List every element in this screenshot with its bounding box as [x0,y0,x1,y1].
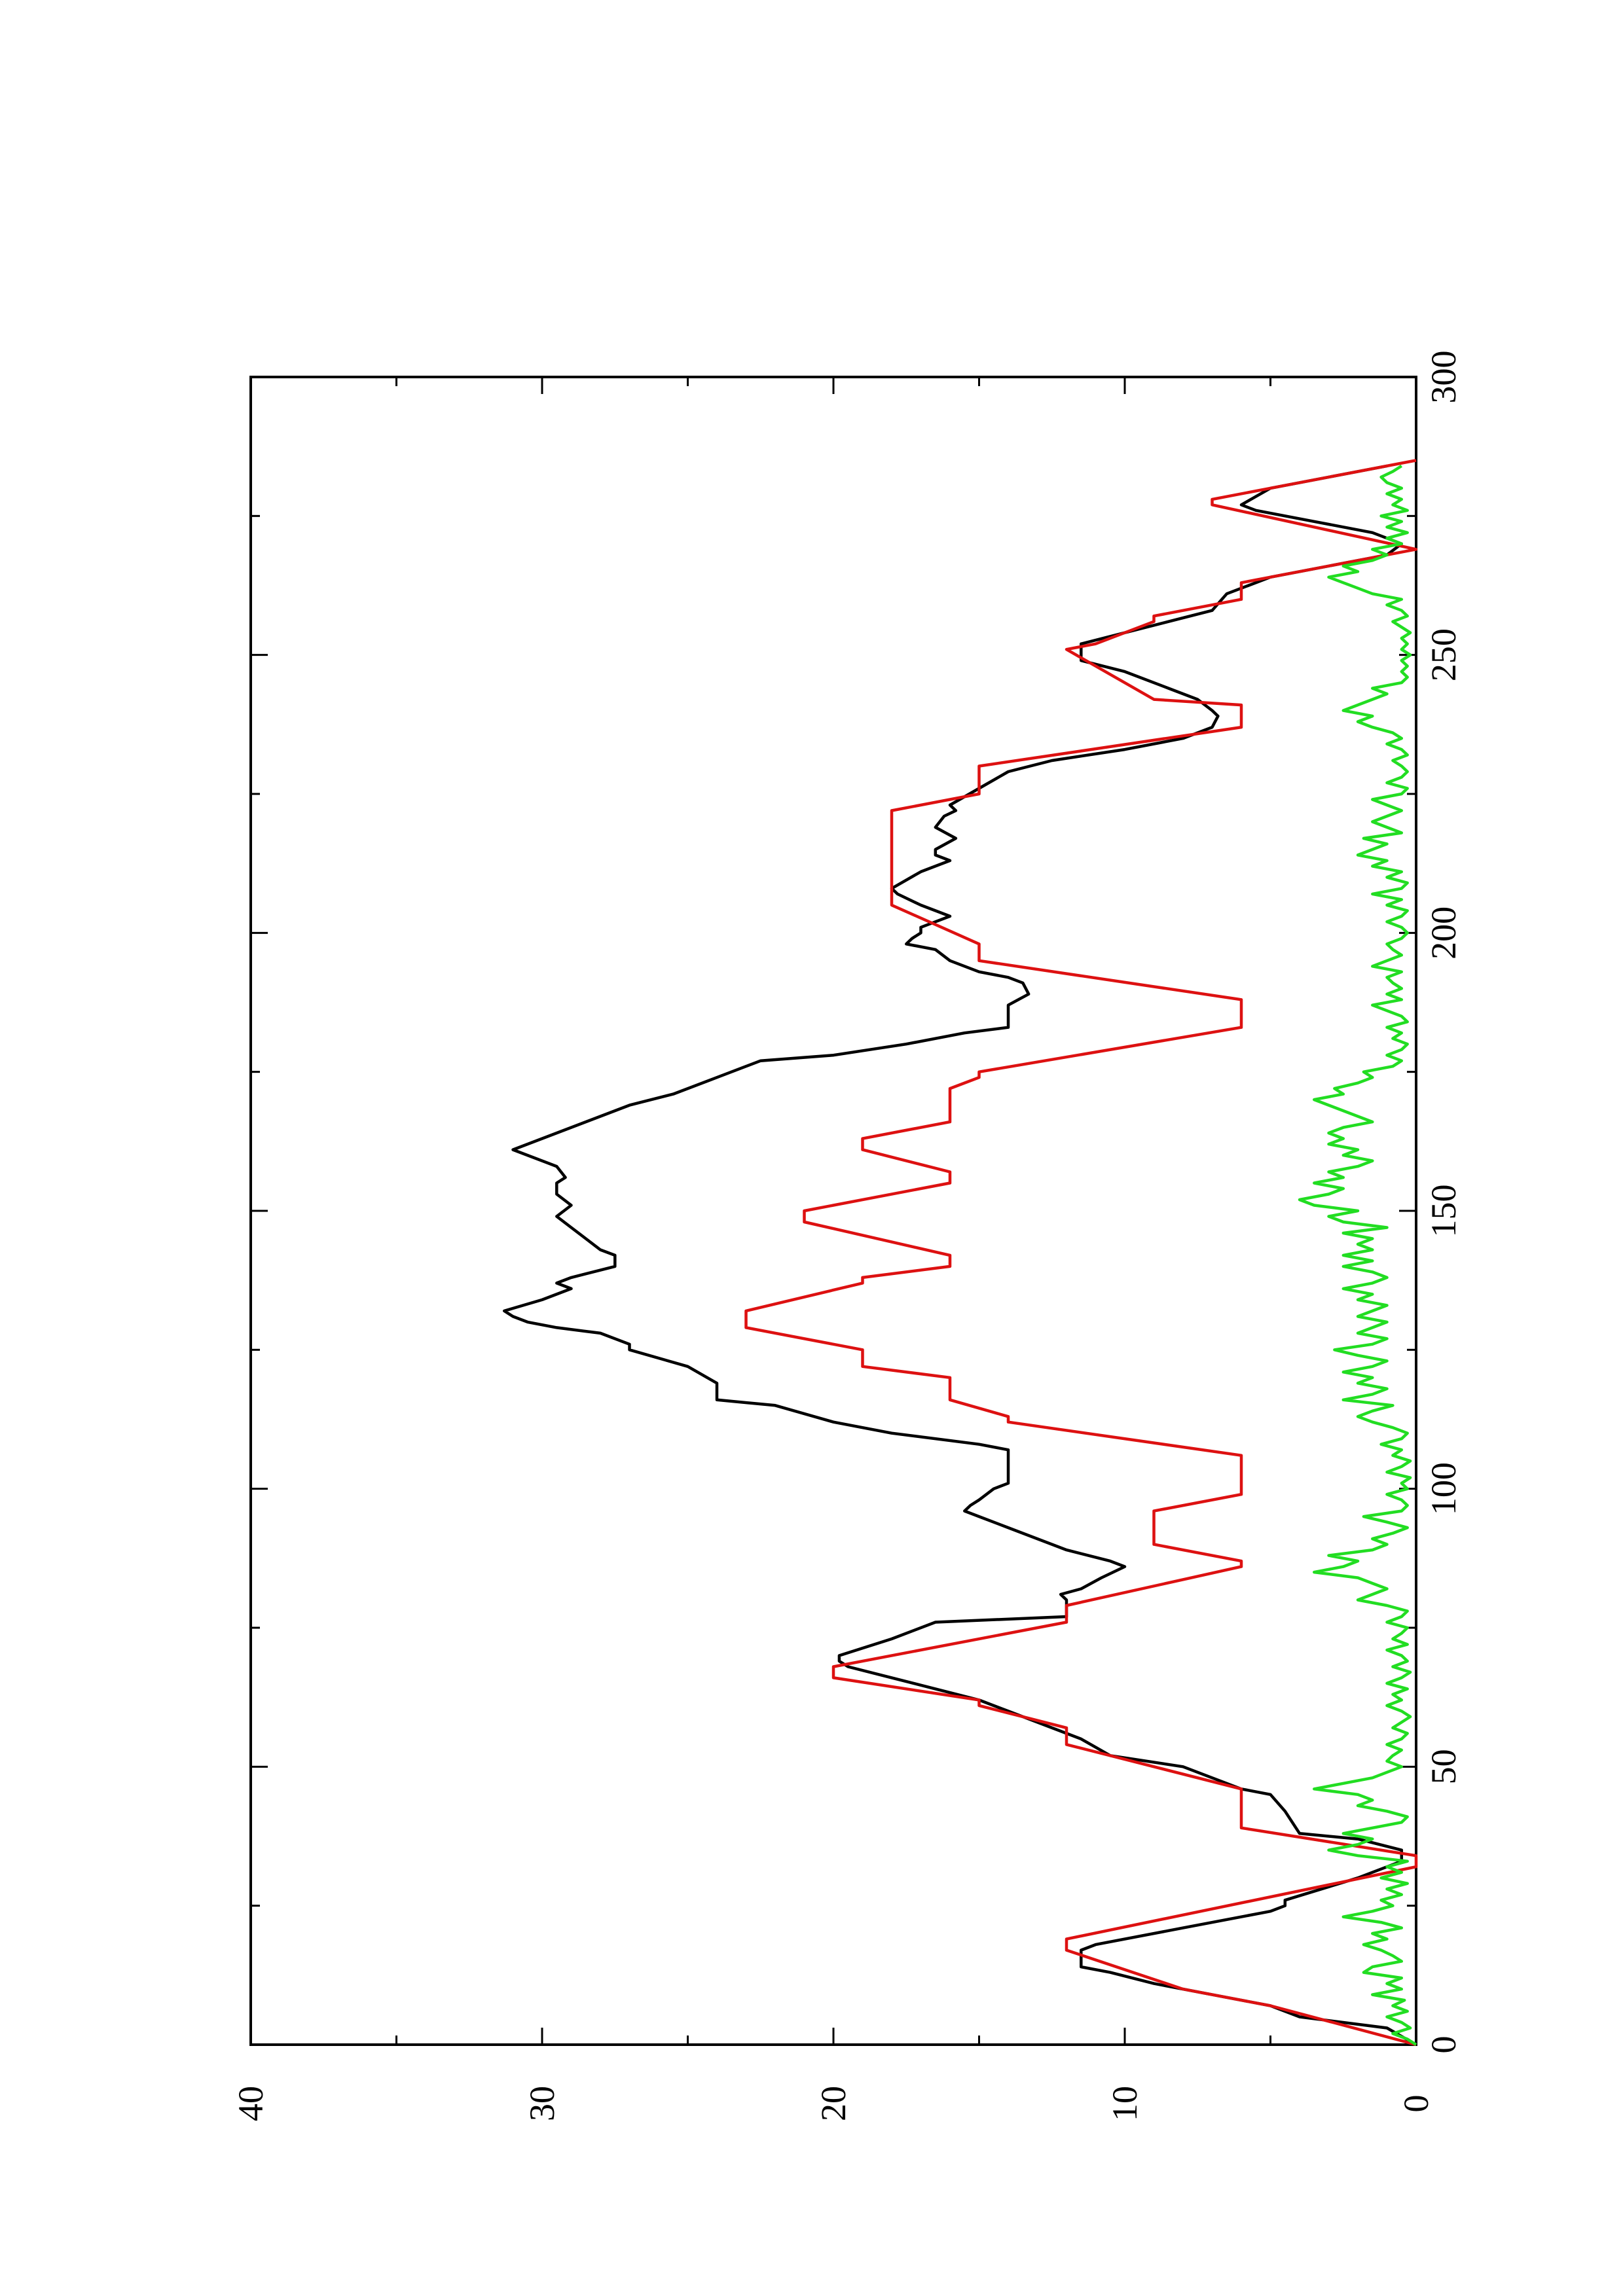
series-line-3 [1298,465,1417,2046]
series-line-1 [502,464,1417,2046]
series-line-2 [744,459,1418,2047]
x-tick-label: 150 [1424,1185,1463,1238]
y-tick-label: 10 [1105,2086,1144,2121]
y-tick-label: 0 [1396,2095,1436,2113]
x-tick-label: 300 [1424,351,1463,404]
axis-ticks [249,376,1417,2046]
x-tick-label: 200 [1424,906,1463,960]
x-tick-label: 100 [1424,1462,1463,1515]
y-tick-label: 20 [814,2086,853,2121]
y-tick-label: 40 [231,2086,270,2121]
x-tick-label: 250 [1424,628,1463,681]
x-tick-label: 50 [1424,1749,1463,1784]
x-tick-label: 0 [1424,2036,1463,2054]
series-layer [502,459,1418,2047]
y-tick-label: 30 [522,2086,562,2121]
tick-labels: 0 50 100 150 200 250 300 0 10 20 30 40 [231,351,1463,2122]
